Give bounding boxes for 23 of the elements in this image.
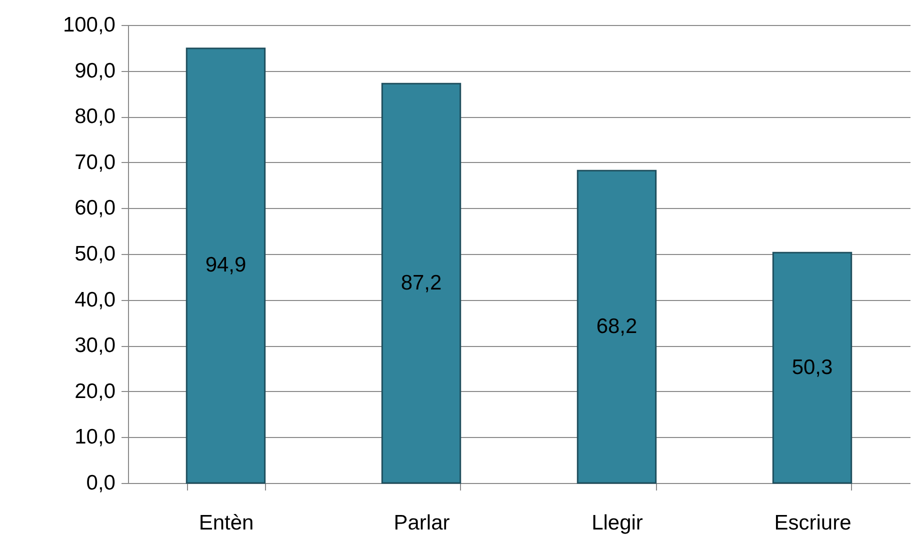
y-tick-label: 0,0 [86, 472, 116, 494]
data-label: 87,2 [400, 271, 442, 294]
bar [186, 48, 266, 484]
y-tick-label: 100,0 [62, 14, 116, 36]
bar [772, 252, 852, 484]
data-label: 50,3 [792, 356, 833, 379]
y-tick-label: 40,0 [74, 288, 116, 312]
data-label: 68,2 [596, 314, 638, 338]
bar [576, 170, 657, 484]
y-tick-label: 80,0 [74, 105, 116, 128]
x-tick-label: Llegir [592, 512, 643, 534]
y-tick-label: 50,0 [74, 242, 116, 266]
y-tick-label: 20,0 [74, 380, 116, 403]
y-tick-label: 10,0 [74, 426, 116, 449]
y-tick-label: 70,0 [74, 150, 116, 174]
y-tick-label: 60,0 [74, 196, 116, 220]
bar [381, 82, 462, 484]
x-tick-label: Parlar [394, 512, 450, 534]
y-tick-label: 90,0 [74, 59, 116, 82]
x-tick-label: Entèn [198, 512, 254, 534]
x-tick-label: Escriure [774, 512, 852, 534]
y-tick-label: 30,0 [74, 334, 116, 358]
data-label: 94,9 [205, 254, 246, 277]
